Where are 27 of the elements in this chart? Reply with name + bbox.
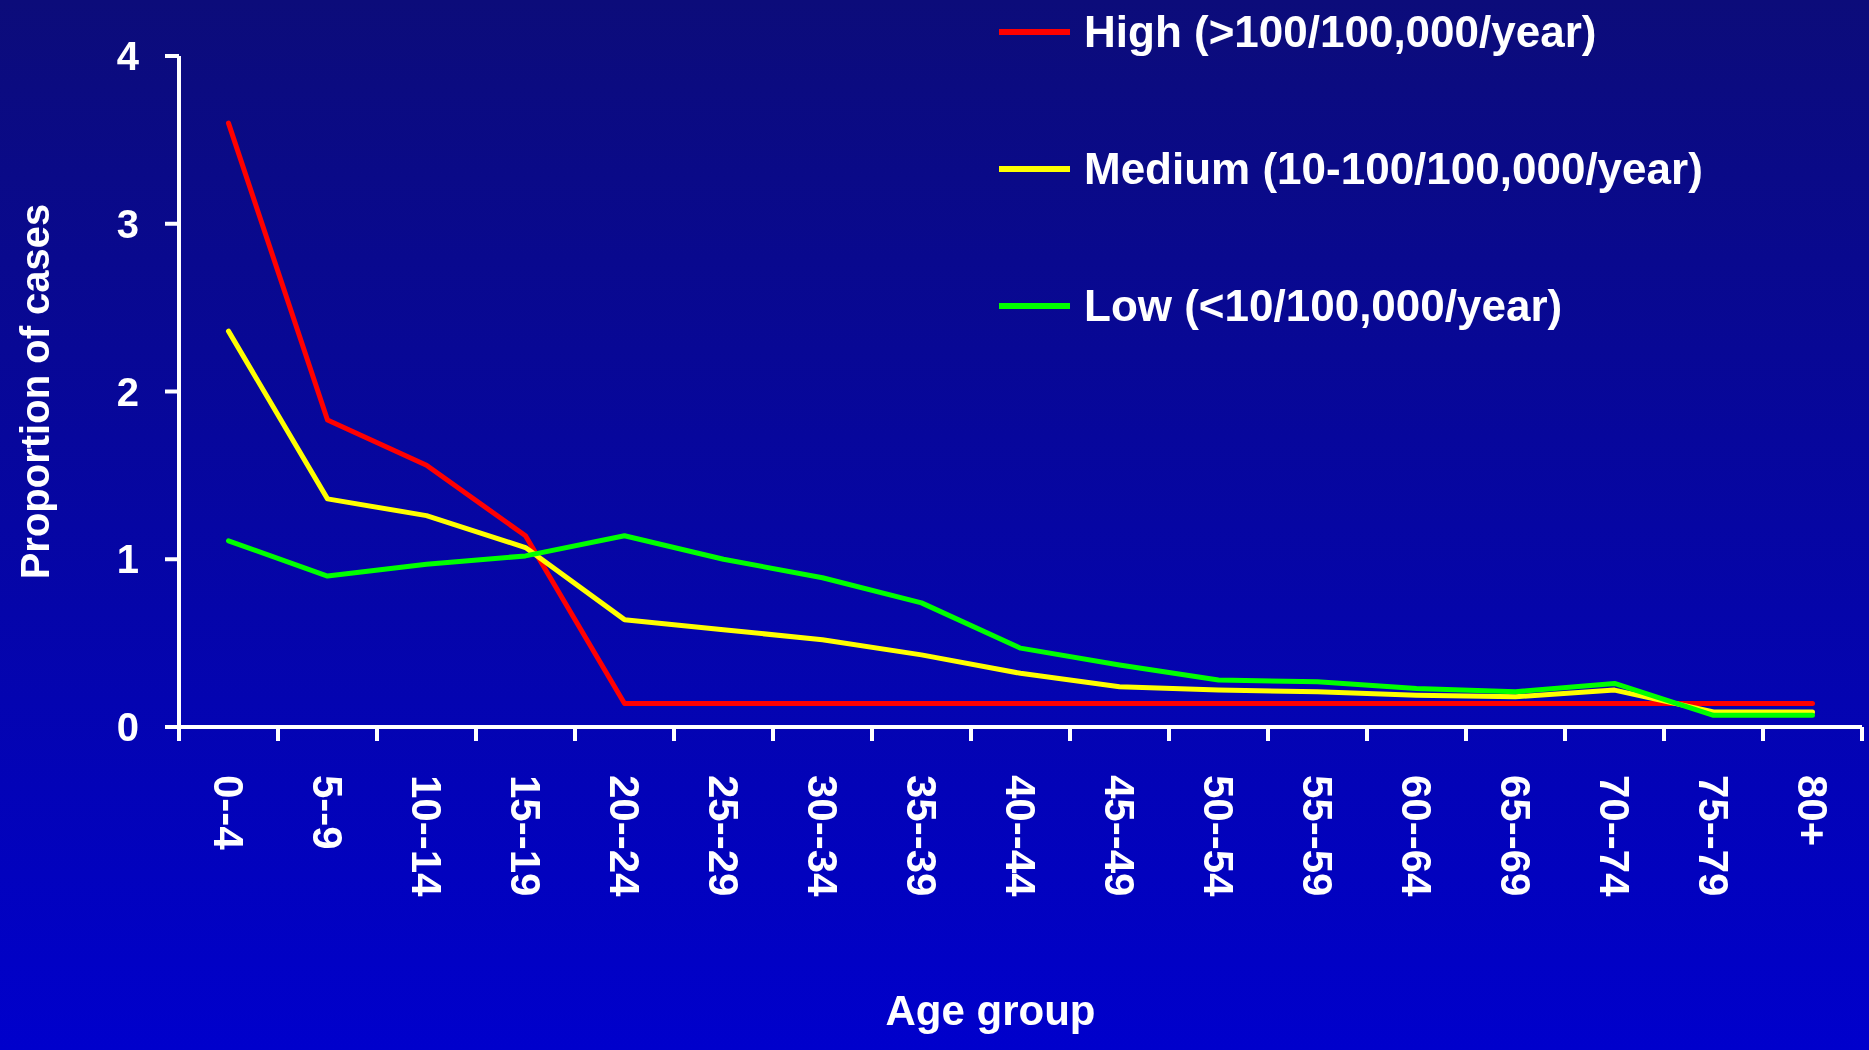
legend-label: Low (<10/100,000/year) bbox=[1084, 281, 1563, 331]
x-tick-label: 35--39 bbox=[897, 775, 945, 897]
x-tick-label: 55--59 bbox=[1293, 775, 1341, 897]
x-tick-label: 50--54 bbox=[1194, 775, 1242, 898]
y-tick-label: 1 bbox=[116, 537, 139, 582]
y-tick-label: 0 bbox=[116, 705, 139, 749]
x-tick-label: 45--49 bbox=[1095, 775, 1143, 897]
x-tick-label: 75--79 bbox=[1689, 775, 1737, 897]
x-tick-label: 65--69 bbox=[1491, 775, 1539, 897]
x-tick-label: 60--64 bbox=[1392, 775, 1440, 898]
x-tick-label: 10--14 bbox=[402, 775, 450, 898]
legend-label: High (>100/100,000/year) bbox=[1084, 7, 1597, 57]
x-tick-label: 25--29 bbox=[699, 775, 747, 897]
x-tick-label: 70--74 bbox=[1590, 775, 1638, 898]
x-tick-label: 0--4 bbox=[204, 775, 252, 851]
y-tick-label: 4 bbox=[116, 34, 140, 78]
x-tick-label: 20--24 bbox=[600, 775, 648, 898]
x-tick-label: 80+ bbox=[1788, 775, 1836, 847]
x-tick-label: 30--34 bbox=[798, 775, 846, 898]
y-tick-label: 3 bbox=[116, 201, 139, 246]
x-axis-title: Age group bbox=[885, 987, 1096, 1034]
legend-label: Medium (10-100/100,000/year) bbox=[1084, 144, 1703, 194]
y-tick-label: 2 bbox=[116, 369, 139, 414]
x-tick-label: 15--19 bbox=[501, 775, 549, 897]
x-tick-label: 5--9 bbox=[303, 775, 351, 850]
x-tick-label: 40--44 bbox=[996, 775, 1044, 898]
y-axis-title: Proportion of cases bbox=[13, 203, 57, 580]
